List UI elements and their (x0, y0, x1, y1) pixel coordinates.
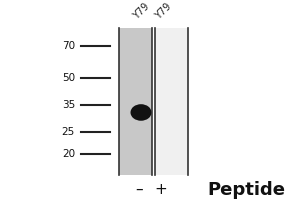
Ellipse shape (130, 104, 152, 121)
Bar (154, 28, 188, 175)
Text: –: – (135, 182, 142, 197)
Bar (118, 28, 152, 175)
Text: 50: 50 (62, 73, 75, 83)
Text: Peptide: Peptide (207, 181, 285, 199)
Text: 25: 25 (62, 127, 75, 137)
Text: Y79: Y79 (153, 1, 173, 21)
Text: Y79: Y79 (131, 1, 152, 21)
Text: 20: 20 (62, 149, 75, 159)
Text: 35: 35 (62, 100, 75, 110)
Text: +: + (154, 182, 167, 197)
Text: 70: 70 (62, 41, 75, 51)
